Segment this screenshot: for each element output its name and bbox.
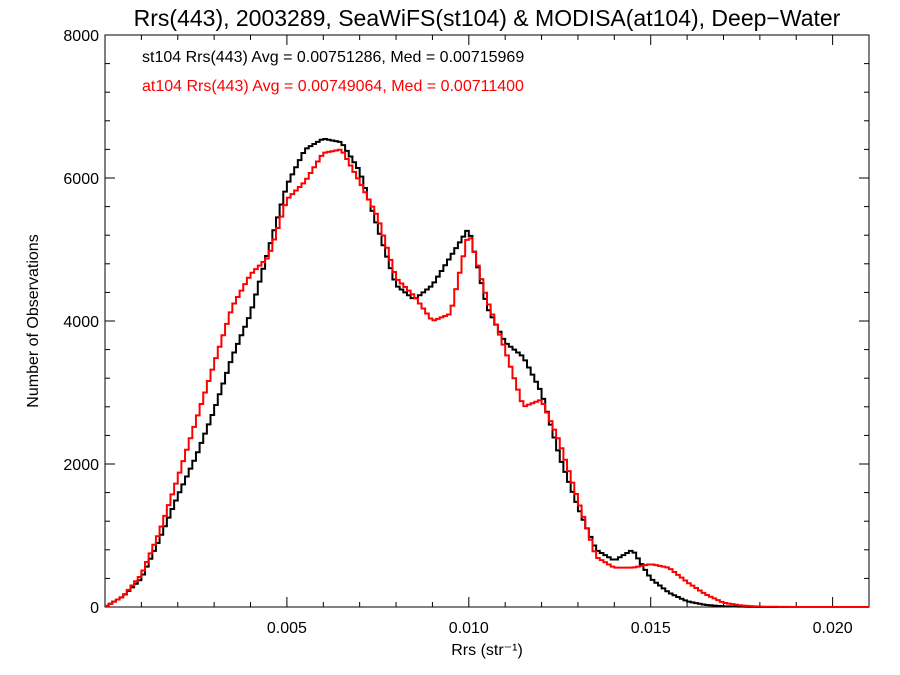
annotation-at104: at104 Rrs(443) Avg = 0.00749064, Med = 0…	[142, 78, 524, 95]
chart-title: Rrs(443), 2003289, SeaWiFS(st104) & MODI…	[134, 5, 841, 31]
annotation-st104: st104 Rrs(443) Avg = 0.00751286, Med = 0…	[142, 49, 524, 66]
x-axis-label: Rrs (str⁻¹)	[451, 642, 523, 659]
plot-frame	[104, 34, 870, 608]
y-tick-label: 0	[90, 600, 99, 617]
series-line-0	[105, 138, 869, 608]
y-tick-label: 4000	[63, 314, 99, 331]
series-layer	[105, 138, 869, 608]
y-tick-label: 8000	[63, 28, 99, 45]
y-tick-labels: 0 2000 4000 6000 8000	[63, 28, 99, 617]
x-tick-labels: 0.005 0.010 0.015 0.020	[267, 620, 853, 637]
x-tick-label: 0.005	[267, 620, 307, 637]
y-tick-label: 6000	[63, 171, 99, 188]
axis-ticks	[105, 34, 869, 608]
series-line-1	[105, 148, 869, 608]
x-tick-label: 0.010	[449, 620, 489, 637]
y-axis-label: Number of Observations	[25, 234, 42, 407]
y-tick-label: 2000	[63, 457, 99, 474]
x-tick-label: 0.020	[813, 620, 853, 637]
x-tick-label: 0.015	[631, 620, 671, 637]
